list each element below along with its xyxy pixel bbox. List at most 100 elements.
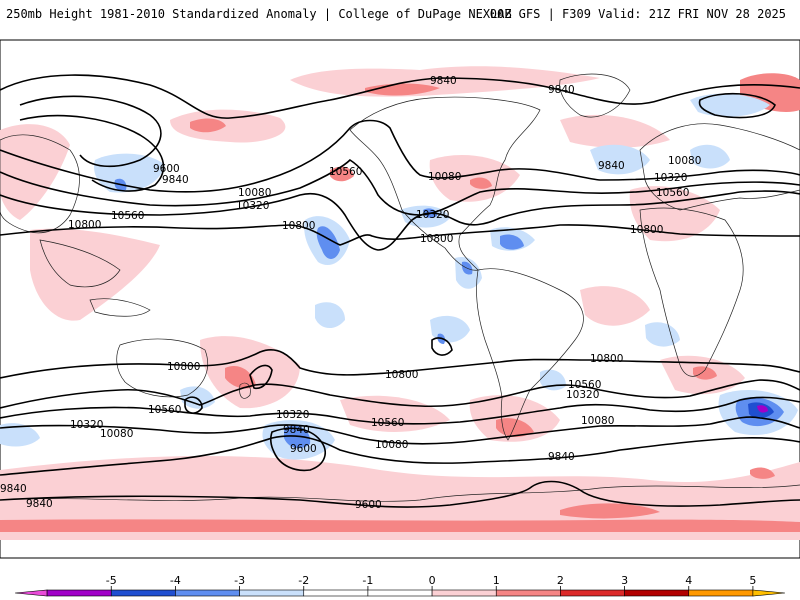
indonesia-coast bbox=[89, 298, 151, 317]
contour-label: 10560 bbox=[656, 187, 689, 199]
contour-label: 10800 bbox=[385, 369, 418, 381]
new-zealand-coast bbox=[239, 382, 251, 399]
colorbar-tick-label: -4 bbox=[170, 574, 181, 587]
contour-10080-south bbox=[0, 416, 800, 445]
colorbar-tick-label: 3 bbox=[621, 574, 628, 587]
antarctic-strong-band bbox=[0, 519, 800, 532]
contour-label: 10080 bbox=[428, 171, 461, 183]
colorbar-tick-label: 1 bbox=[493, 574, 500, 587]
australia-positive bbox=[200, 336, 300, 409]
contour-label: 9840 bbox=[162, 174, 189, 186]
colorbar-segment bbox=[431, 589, 497, 597]
negative-east-pacific bbox=[315, 302, 345, 329]
contour-9840-south bbox=[0, 435, 800, 476]
positive-core-8 bbox=[750, 467, 775, 479]
contour-label: 10320 bbox=[654, 172, 687, 184]
contour-label-layer: 9840 9840 9840 9840 9840 9840 9840 9840 … bbox=[0, 75, 701, 511]
contour-label: 10560 bbox=[568, 379, 601, 391]
map-title: 250mb Height 1981-2010 Standardized Anom… bbox=[6, 7, 512, 21]
contour-label: 10080 bbox=[581, 415, 614, 427]
africa-coast bbox=[639, 207, 744, 377]
positive-core-10 bbox=[560, 503, 660, 519]
contour-label: 10800 bbox=[68, 219, 101, 231]
south-america-positive bbox=[469, 395, 560, 442]
negative-north-atlantic bbox=[590, 144, 650, 175]
colorbar-segment bbox=[495, 589, 561, 597]
contour-label: 10320 bbox=[416, 209, 449, 221]
colorbar-segment bbox=[367, 589, 433, 597]
positive-core-4 bbox=[225, 365, 256, 389]
contour-label: 9600 bbox=[153, 163, 180, 175]
contour-label: 10080 bbox=[100, 428, 133, 440]
contour-9600-antarctic bbox=[0, 480, 800, 508]
south-america-coast bbox=[476, 268, 584, 441]
model-run-info: 00Z GFS | F309 Valid: 21Z FRI NOV 28 202… bbox=[489, 7, 786, 21]
colorbar-segment bbox=[688, 589, 754, 597]
negative-scandinavia bbox=[690, 144, 730, 169]
negative-west-edge bbox=[0, 423, 40, 447]
contour-9600-south bbox=[269, 427, 326, 472]
contour-label: 9840 bbox=[283, 424, 310, 436]
contour-label: 10800 bbox=[282, 220, 315, 232]
north-america-coast bbox=[349, 96, 541, 271]
positive-core-2 bbox=[190, 118, 226, 133]
colorbar-segment bbox=[175, 589, 240, 597]
contour-label: 10800 bbox=[590, 353, 623, 365]
contour-9840-siberia bbox=[19, 114, 165, 192]
contour-10800-south bbox=[0, 349, 800, 379]
contour-label: 10320 bbox=[236, 200, 269, 212]
colorbar-segment bbox=[46, 589, 112, 597]
contour-label: 10080 bbox=[668, 155, 701, 167]
positive-core-7 bbox=[693, 366, 717, 380]
contour-9600-north bbox=[19, 95, 162, 168]
contour-label: 9600 bbox=[355, 499, 382, 511]
contour-10320-north bbox=[0, 158, 800, 216]
colorbar-tick-label: 0 bbox=[429, 574, 436, 587]
anomaly-shading bbox=[0, 66, 800, 540]
colorbar-tick-label: 2 bbox=[557, 574, 564, 587]
contour-label: 9840 bbox=[548, 451, 575, 463]
contour-label: 10080 bbox=[375, 439, 408, 451]
contour-label: 9840 bbox=[548, 84, 575, 96]
positive-core-5 bbox=[496, 418, 534, 437]
asia-coast bbox=[0, 134, 80, 234]
contour-closed-low-3 bbox=[249, 364, 273, 390]
east-asia-positive bbox=[0, 124, 70, 220]
positive-core-9 bbox=[470, 177, 492, 189]
height-contours bbox=[0, 74, 800, 508]
contour-label: 10560 bbox=[329, 166, 362, 178]
colorbar-segment bbox=[239, 589, 305, 597]
negative-africa-south bbox=[645, 322, 680, 347]
antarctic-positive-band bbox=[0, 456, 800, 540]
south-atlantic-positive bbox=[580, 286, 650, 326]
contour-label: 9840 bbox=[430, 75, 457, 87]
colorbar-tick-label: 4 bbox=[685, 574, 692, 587]
colorbar-segment bbox=[303, 589, 369, 597]
contour-10560-south bbox=[0, 379, 800, 409]
atlantic-positive bbox=[560, 114, 670, 148]
india-positive bbox=[629, 186, 720, 242]
contour-label: 10320 bbox=[70, 419, 103, 431]
greenland-coast bbox=[559, 73, 631, 118]
contour-label: 9840 bbox=[598, 160, 625, 172]
colorbar-max-arrow bbox=[752, 589, 786, 597]
colorbar-segment bbox=[624, 589, 690, 597]
colorbar-tick-label: -1 bbox=[362, 574, 373, 587]
negative-core-southern-3 bbox=[757, 405, 768, 413]
negative-core-caribbean bbox=[500, 234, 524, 250]
south-pacific-positive bbox=[340, 395, 450, 432]
west-pacific-positive bbox=[30, 228, 160, 321]
contour-label: 10560 bbox=[111, 210, 144, 222]
australia-coast bbox=[116, 338, 209, 398]
contour-label: 10080 bbox=[238, 187, 271, 199]
colorbar-tick-label: -3 bbox=[234, 574, 245, 587]
contour-label: 9840 bbox=[0, 483, 27, 495]
colorbar-tick-label: -5 bbox=[106, 574, 117, 587]
colorbar-segment bbox=[560, 589, 625, 597]
arctic-positive-patch-2 bbox=[170, 109, 286, 143]
contour-10080-north bbox=[0, 119, 800, 193]
contour-label: 10560 bbox=[371, 417, 404, 429]
contour-label: 10800 bbox=[420, 233, 453, 245]
colorbar-tick-label: 5 bbox=[749, 574, 756, 587]
